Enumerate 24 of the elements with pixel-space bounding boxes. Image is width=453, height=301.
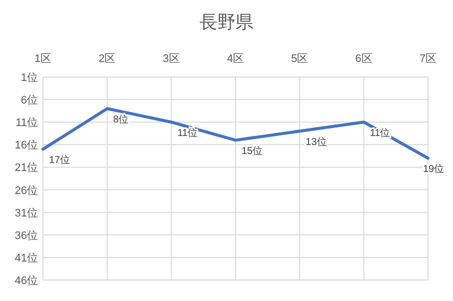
data-label: 11位 bbox=[177, 127, 198, 140]
chart-title: 長野県 bbox=[200, 12, 254, 32]
x-tick-label: 7区 bbox=[419, 53, 437, 65]
x-tick-label: 1区 bbox=[34, 53, 52, 65]
x-tick-label: 6区 bbox=[355, 53, 372, 65]
y-tick-label: 1位 bbox=[20, 72, 38, 84]
x-tick-label: 3区 bbox=[162, 53, 180, 65]
y-tick-label: 41位 bbox=[14, 252, 38, 264]
y-tick-label: 31位 bbox=[14, 207, 38, 220]
data-label: 19位 bbox=[423, 163, 444, 176]
y-tick-label: 6位 bbox=[20, 94, 38, 107]
y-tick-label: 46位 bbox=[14, 275, 38, 287]
y-tick-label: 16位 bbox=[14, 140, 38, 152]
x-tick-label: 2区 bbox=[98, 53, 116, 65]
data-label: 13位 bbox=[306, 136, 327, 148]
data-label: 17位 bbox=[49, 154, 70, 166]
y-tick-label: 36位 bbox=[14, 230, 38, 242]
y-tick-label: 21位 bbox=[14, 162, 38, 174]
x-tick-label: 4区 bbox=[226, 53, 244, 65]
data-label: 15位 bbox=[242, 145, 263, 158]
data-label: 8位 bbox=[113, 114, 129, 126]
y-tick-label: 11位 bbox=[16, 117, 38, 130]
x-tick-label: 5区 bbox=[291, 53, 308, 65]
y-tick-label: 26位 bbox=[14, 184, 38, 197]
